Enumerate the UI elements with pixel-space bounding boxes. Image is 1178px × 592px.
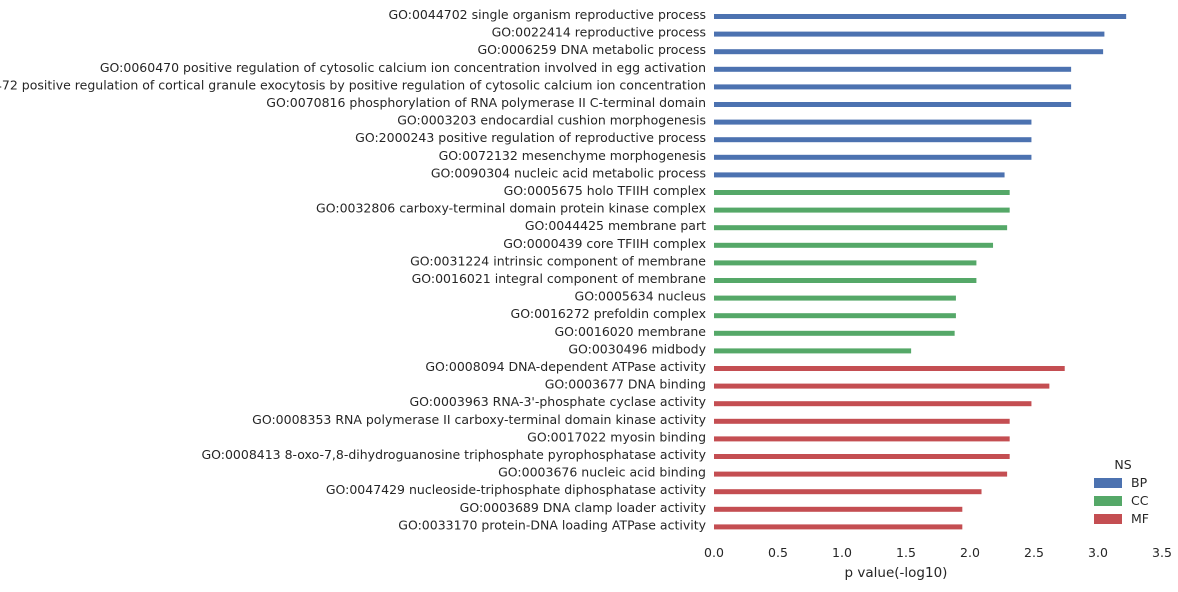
category-label: GO:0016021 integral component of membran… xyxy=(412,271,707,286)
category-label: GO:0072132 mesenchyme morphogenesis xyxy=(439,148,706,163)
category-label: GO:0006259 DNA metabolic process xyxy=(478,42,707,57)
legend-label-mf: MF xyxy=(1131,511,1149,526)
x-tick-label: 2.0 xyxy=(960,545,980,560)
category-label: GO:0044702 single organism reproductive … xyxy=(388,7,706,22)
category-label: GO:0008353 RNA polymerase II carboxy-ter… xyxy=(252,412,706,427)
bar-cc xyxy=(714,225,1008,231)
x-tick-label: 1.0 xyxy=(832,545,852,560)
x-tick-labels-group: 0.0 0.5 1.0 1.5 2.0 2.5 3.0 3.5 xyxy=(704,545,1172,560)
category-label: GO:0033170 protein-DNA loading ATPase ac… xyxy=(398,517,706,532)
legend-label-bp: BP xyxy=(1131,475,1148,490)
category-label: GO:0008094 DNA-dependent ATPase activity xyxy=(425,359,706,374)
bar-bp xyxy=(714,172,1005,178)
category-label: GO:2000243 positive regulation of reprod… xyxy=(355,130,706,145)
bar-mf xyxy=(714,436,1010,442)
bar-bp xyxy=(714,119,1032,125)
category-label: GO:0005675 holo TFIIH complex xyxy=(504,183,706,198)
bar-mf xyxy=(714,383,1050,389)
legend: NS BP CC MF xyxy=(1094,457,1149,526)
category-label: GO:0022414 reproductive process xyxy=(492,25,706,40)
x-tick-label: 0.5 xyxy=(768,545,788,560)
category-label: GO:0016020 membrane xyxy=(554,324,706,339)
bar-mf xyxy=(714,366,1065,371)
bar-mf xyxy=(714,454,1010,459)
x-tick-label: 0.0 xyxy=(704,545,724,560)
x-tick-label: 3.0 xyxy=(1088,545,1108,560)
bar-mf xyxy=(714,489,982,495)
x-axis-label: p value(-log10) xyxy=(845,565,948,581)
category-label: GO:0070816 phosphorylation of RNA polyme… xyxy=(266,95,706,110)
category-label: GO:0090304 nucleic acid metabolic proces… xyxy=(431,165,706,180)
bar-bp xyxy=(714,66,1072,72)
legend-swatch-mf xyxy=(1094,514,1122,524)
bar-cc xyxy=(714,190,1010,195)
bar-mf xyxy=(714,401,1032,407)
bar-bp xyxy=(714,84,1072,90)
legend-title: NS xyxy=(1114,457,1131,472)
category-label: GO:0000439 core TFIIH complex xyxy=(503,236,706,251)
category-label: GO:0032806 carboxy-terminal domain prote… xyxy=(316,201,706,216)
category-label: GO:0005634 nucleus xyxy=(575,289,706,304)
category-label: GO:0044425 membrane part xyxy=(525,218,706,233)
legend-swatch-cc xyxy=(1094,496,1122,506)
bar-cc xyxy=(714,278,977,283)
category-label: GO:0003676 nucleic acid binding xyxy=(498,465,706,480)
bars-group xyxy=(714,14,1127,530)
bar-cc xyxy=(714,207,1010,213)
bar-bp xyxy=(714,137,1032,143)
category-label: GO:0017022 myosin binding xyxy=(527,429,706,444)
bar-cc xyxy=(714,260,977,266)
x-tick-label: 1.5 xyxy=(896,545,916,560)
category-label: GO:0031224 intrinsic component of membra… xyxy=(410,253,706,268)
bar-mf xyxy=(714,506,963,512)
bar-cc xyxy=(714,242,994,248)
bar-cc xyxy=(714,330,955,336)
bar-mf xyxy=(714,418,1010,424)
bar-cc xyxy=(714,313,956,319)
category-label: GO:0047429 nucleoside-triphosphate dipho… xyxy=(326,482,707,497)
category-labels-group: GO:0044702 single organism reproductive … xyxy=(0,7,707,532)
category-label: GO:0060470 positive regulation of cytoso… xyxy=(100,60,706,75)
bar-bp xyxy=(714,154,1032,160)
category-label: GO:0060472 positive regulation of cortic… xyxy=(0,77,706,92)
category-label: GO:0003689 DNA clamp loader activity xyxy=(460,500,707,515)
category-label: GO:0003963 RNA-3'-phosphate cyclase acti… xyxy=(409,394,706,409)
category-label: GO:0003677 DNA binding xyxy=(545,377,706,392)
bar-cc xyxy=(714,295,956,301)
bar-bp xyxy=(714,14,1127,19)
x-tick-label: 3.5 xyxy=(1152,545,1172,560)
bar-bp xyxy=(714,31,1105,37)
bar-bp xyxy=(714,49,1104,55)
bar-mf xyxy=(714,471,1008,477)
bar-bp xyxy=(714,102,1072,107)
category-label: GO:0016272 prefoldin complex xyxy=(511,306,706,321)
category-label: GO:0030496 midbody xyxy=(568,341,706,356)
x-tick-label: 2.5 xyxy=(1024,545,1044,560)
category-label: GO:0003203 endocardial cushion morphogen… xyxy=(397,113,706,128)
category-label: GO:0008413 8-oxo-7,8-dihydroguanosine tr… xyxy=(201,447,706,462)
bar-cc xyxy=(714,348,912,354)
legend-swatch-bp xyxy=(1094,478,1122,488)
legend-label-cc: CC xyxy=(1131,493,1149,508)
bar-mf xyxy=(714,524,963,530)
